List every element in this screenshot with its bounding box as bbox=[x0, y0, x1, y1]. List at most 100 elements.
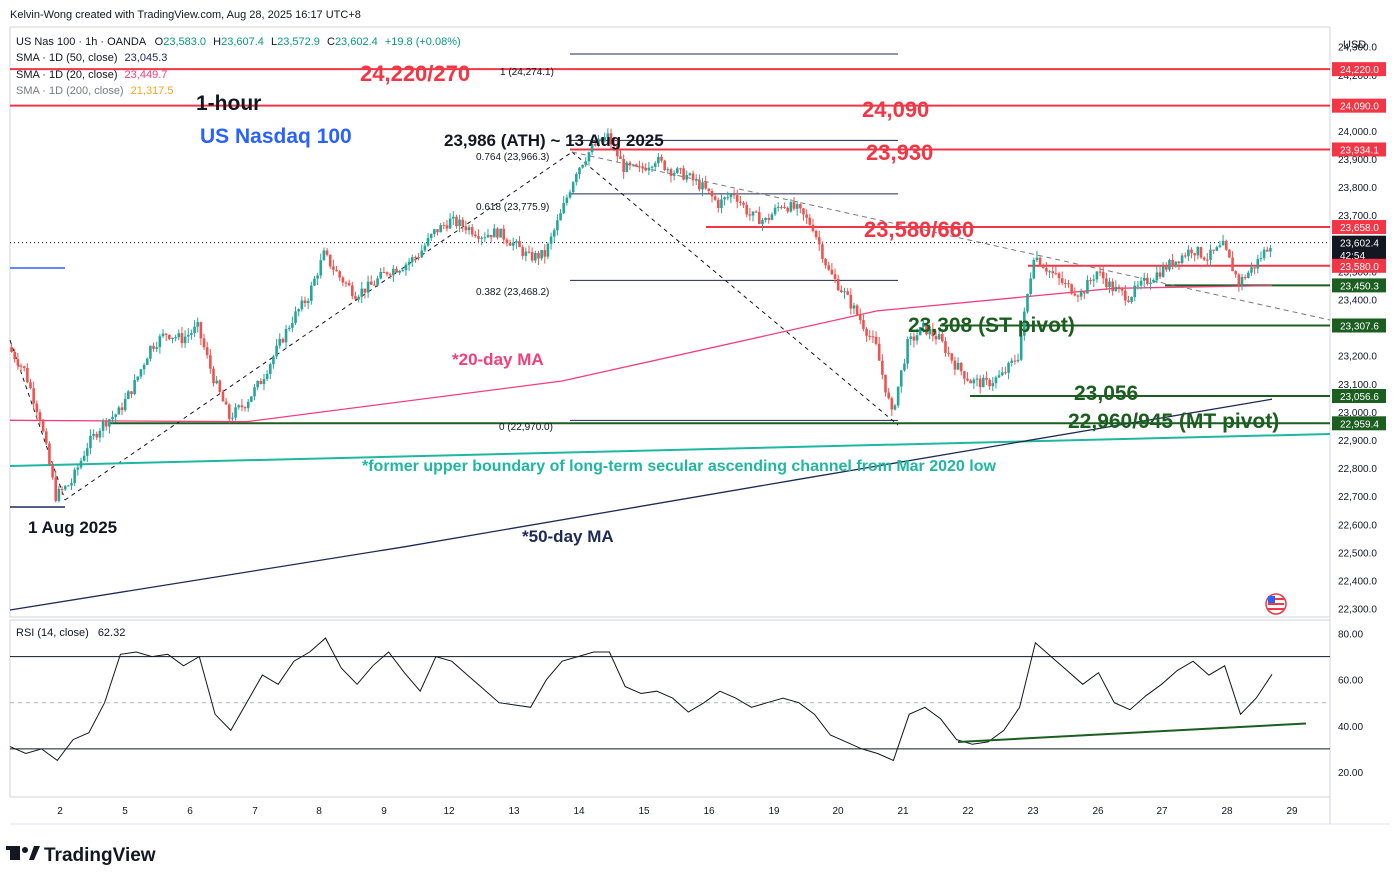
candle-body bbox=[817, 237, 821, 245]
date-tick-label: 23 bbox=[1027, 806, 1039, 817]
candle-body bbox=[994, 377, 998, 384]
channel-annotation: *former upper boundary of long-term secu… bbox=[362, 458, 996, 475]
candle-body bbox=[903, 363, 906, 371]
candle bbox=[616, 139, 619, 162]
candle bbox=[117, 405, 121, 415]
candle bbox=[814, 229, 818, 240]
candle bbox=[183, 330, 187, 348]
candle-body bbox=[1209, 249, 1212, 260]
candle-body bbox=[300, 300, 304, 310]
candle-body bbox=[161, 333, 165, 337]
candle-body bbox=[799, 204, 802, 209]
candle-body bbox=[862, 320, 865, 329]
candle bbox=[168, 334, 171, 341]
date-tick-label: 28 bbox=[1221, 806, 1233, 817]
candle-body bbox=[448, 218, 452, 229]
candle bbox=[833, 268, 837, 284]
candle-body bbox=[79, 460, 83, 468]
candle-body bbox=[937, 334, 941, 340]
date-tick-label: 7 bbox=[252, 806, 258, 817]
candle bbox=[322, 247, 326, 261]
resistance-4-label: 23,580/660 bbox=[864, 217, 974, 242]
candle bbox=[581, 164, 584, 169]
candle bbox=[628, 160, 632, 171]
candle bbox=[114, 413, 117, 423]
candle bbox=[445, 219, 449, 232]
candle-body bbox=[303, 300, 307, 304]
candle-body bbox=[268, 364, 272, 374]
fib-0-label: 0 (22,970.0) bbox=[499, 422, 553, 433]
candle-body bbox=[836, 278, 840, 291]
candle-body bbox=[76, 467, 80, 470]
candle bbox=[385, 271, 389, 277]
candle-body bbox=[256, 380, 259, 388]
candle bbox=[395, 266, 398, 274]
candle bbox=[174, 334, 177, 342]
candle-body bbox=[231, 417, 234, 419]
currency-label[interactable]: USD bbox=[1343, 39, 1366, 51]
tradingview-logo[interactable]: TradingView bbox=[6, 845, 156, 866]
candle bbox=[480, 236, 483, 246]
date-tick-label: 16 bbox=[703, 806, 715, 817]
price-badge: 24,220.0 bbox=[1332, 62, 1386, 76]
candle bbox=[937, 327, 941, 340]
rsi-tick-label: 40.00 bbox=[1338, 722, 1363, 733]
candle bbox=[682, 165, 685, 181]
candle-body bbox=[474, 234, 477, 237]
candle-body bbox=[1142, 277, 1146, 281]
candle bbox=[1259, 251, 1263, 262]
candle-body bbox=[849, 294, 853, 309]
candle-body bbox=[657, 156, 660, 164]
candle-body bbox=[808, 217, 812, 225]
candle bbox=[1127, 295, 1130, 303]
candle-body bbox=[1165, 266, 1168, 270]
candle-body bbox=[433, 229, 436, 235]
candle-body bbox=[287, 327, 291, 330]
candle-body bbox=[366, 281, 370, 293]
candle-body bbox=[1269, 247, 1272, 252]
candle bbox=[1190, 247, 1193, 259]
sma20-legend[interactable]: SMA · 1D (20, close) 23,449.7 bbox=[16, 69, 167, 81]
candle bbox=[716, 197, 720, 213]
candle-body bbox=[16, 359, 20, 366]
candle-body bbox=[1051, 271, 1055, 274]
candle-body bbox=[521, 247, 524, 256]
candle bbox=[1253, 267, 1256, 275]
candle bbox=[1193, 252, 1197, 262]
candle-body bbox=[969, 380, 972, 384]
candle bbox=[1111, 278, 1114, 296]
us-flag-icon[interactable] bbox=[1265, 593, 1287, 615]
candle-body bbox=[941, 334, 944, 342]
candle-body bbox=[32, 388, 35, 404]
resistance-2-label: 24,090 bbox=[862, 97, 929, 122]
candle-body bbox=[354, 296, 357, 300]
sma200-legend[interactable]: SMA · 1D (200, close) 21,317.5 bbox=[16, 85, 173, 97]
rsi-legend[interactable]: RSI (14, close) 62.32 bbox=[16, 627, 125, 639]
candle bbox=[1123, 285, 1127, 306]
candle-body bbox=[417, 257, 420, 259]
candle bbox=[969, 379, 972, 384]
candle bbox=[770, 212, 774, 221]
candle-body bbox=[306, 300, 310, 304]
candle-body bbox=[1092, 279, 1096, 281]
candle bbox=[1082, 290, 1086, 300]
candle-body bbox=[1202, 257, 1206, 260]
candle-body bbox=[1206, 259, 1209, 261]
candle bbox=[272, 354, 275, 369]
candle-body bbox=[843, 291, 846, 293]
candle-body bbox=[638, 166, 641, 168]
candle-body bbox=[98, 430, 102, 438]
candle bbox=[903, 358, 906, 372]
candle-body bbox=[108, 419, 111, 427]
candle bbox=[593, 139, 597, 147]
candle-body bbox=[347, 283, 351, 286]
candle bbox=[177, 329, 181, 341]
candle bbox=[994, 375, 998, 389]
sma50-legend[interactable]: SMA · 1D (50, close) 23,045.3 bbox=[16, 52, 167, 64]
price-badge: 23,602.4 bbox=[1332, 235, 1386, 250]
candle-body bbox=[833, 274, 837, 279]
candle bbox=[562, 196, 566, 214]
candle-body bbox=[1082, 292, 1086, 294]
candle-body bbox=[1180, 255, 1184, 264]
